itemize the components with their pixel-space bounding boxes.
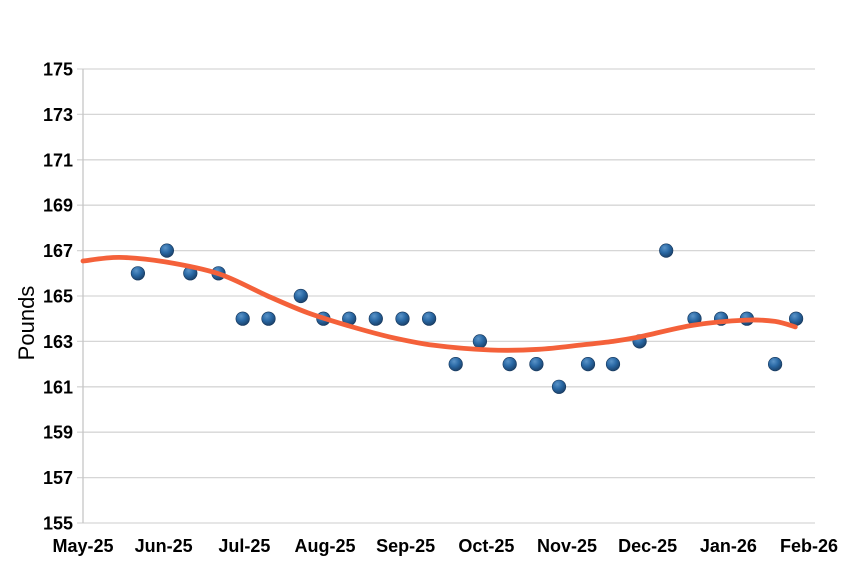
y-tick-label: 161 bbox=[43, 377, 73, 397]
data-point bbox=[551, 379, 567, 394]
data-point bbox=[261, 311, 276, 326]
x-tick-label: May-25 bbox=[52, 536, 113, 556]
data-point bbox=[502, 357, 517, 372]
x-tick-label: Nov-25 bbox=[537, 536, 597, 556]
x-tick-label: Jan-26 bbox=[700, 536, 757, 556]
data-point bbox=[235, 311, 250, 326]
data-point bbox=[448, 357, 463, 372]
data-point bbox=[368, 311, 383, 326]
x-tick-label: Jun-25 bbox=[135, 536, 193, 556]
data-point bbox=[659, 243, 674, 258]
y-tick-label: 169 bbox=[43, 196, 73, 216]
x-axis-tick-labels: May-25 Jun-25 Jul-25 Aug-25 Sep-25 Oct-25 Nov-… bbox=[52, 536, 838, 556]
data-point bbox=[767, 357, 783, 372]
y-axis-tick-labels: 155 157 159 161 163 165 167 169 171 173 175 bbox=[43, 60, 73, 534]
trend-line bbox=[80, 254, 798, 353]
y-tick-label: 173 bbox=[43, 105, 73, 125]
data-point bbox=[605, 357, 621, 372]
gridlines bbox=[77, 68, 815, 524]
data-point bbox=[395, 311, 410, 326]
data-point bbox=[529, 357, 544, 372]
y-tick-label: 159 bbox=[43, 423, 73, 443]
data-point bbox=[159, 243, 174, 258]
y-tick-label: 175 bbox=[43, 60, 73, 80]
x-tick-label: Oct-25 bbox=[458, 536, 514, 556]
y-tick-label: 155 bbox=[43, 514, 73, 534]
y-tick-label: 163 bbox=[43, 332, 73, 352]
data-point bbox=[422, 311, 437, 326]
data-point bbox=[293, 288, 308, 304]
y-tick-label: 167 bbox=[43, 241, 73, 261]
y-axis-title: Pounds bbox=[14, 286, 39, 361]
data-point bbox=[472, 334, 488, 349]
scatter-points bbox=[130, 243, 804, 394]
x-tick-label: Sep-25 bbox=[376, 536, 435, 556]
y-tick-label: 165 bbox=[43, 287, 73, 307]
y-tick-label: 171 bbox=[43, 150, 73, 170]
y-tick-label: 157 bbox=[43, 468, 73, 488]
x-tick-label: Aug-25 bbox=[295, 536, 356, 556]
data-point bbox=[580, 357, 596, 372]
x-tick-label: Jul-25 bbox=[218, 536, 270, 556]
x-tick-label: Dec-25 bbox=[618, 536, 677, 556]
x-tick-label: Feb-26 bbox=[780, 536, 838, 556]
data-point bbox=[130, 266, 145, 281]
